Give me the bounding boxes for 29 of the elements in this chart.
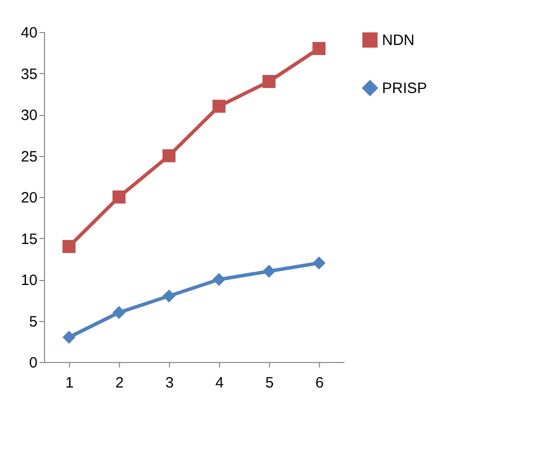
point	[262, 74, 276, 88]
y-tick-label: 15	[20, 230, 38, 248]
point	[212, 272, 226, 286]
y-tick-label: 40	[20, 24, 38, 42]
y-tick-label: 5	[29, 313, 38, 330]
point	[162, 289, 176, 303]
point	[262, 264, 276, 278]
point	[312, 256, 326, 270]
y-tick-label: 10	[20, 272, 38, 289]
y-tick-label: 35	[20, 66, 38, 83]
point	[112, 306, 126, 320]
x-tick-label: 6	[315, 374, 324, 392]
x-tick-label: 5	[265, 374, 274, 392]
point	[62, 330, 76, 344]
point	[312, 42, 326, 56]
y-tick-label: 25	[20, 148, 38, 166]
x-tick-label: 3	[165, 374, 174, 392]
y-tick-label: 20	[20, 190, 38, 206]
x-tick-label: 4	[215, 374, 224, 392]
point	[212, 100, 226, 113]
point	[62, 240, 76, 254]
y-tick-label: 30	[20, 107, 38, 124]
x-tick-label: 2	[115, 374, 124, 392]
point	[162, 149, 176, 162]
y-tick-label: 0	[29, 354, 38, 372]
x-tick-label: 1	[65, 374, 74, 392]
point	[112, 190, 126, 204]
legend-label: PRISP	[382, 80, 428, 97]
legend-label: NDN	[382, 32, 414, 49]
